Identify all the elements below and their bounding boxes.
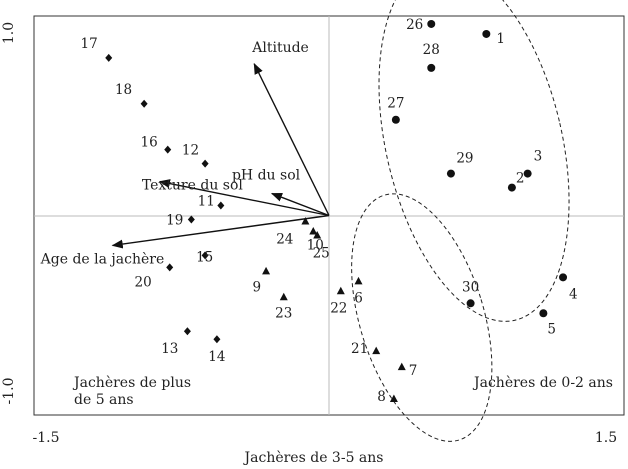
vector-arrow-1 (158, 179, 330, 217)
point-label-10: 10 (307, 237, 324, 253)
point-label-13: 13 (161, 341, 178, 357)
point-label-9: 9 (252, 279, 261, 295)
point-label-20: 20 (135, 274, 152, 290)
point-label-12: 12 (182, 143, 199, 159)
point-marker-23 (279, 292, 288, 301)
point-marker-20 (166, 263, 174, 272)
point-marker-4 (559, 273, 568, 282)
point-label-11: 11 (198, 194, 215, 210)
point-label-24: 24 (276, 231, 293, 247)
group-label-0-2-years: Jachères de 0-2 ans (472, 375, 613, 391)
point-label-25: 25 (313, 245, 330, 261)
point-marker-27 (391, 115, 400, 124)
vector-arrow-3 (111, 214, 330, 249)
vector-label-3: Age de la jachère (40, 251, 165, 267)
point-label-4: 4 (569, 286, 578, 302)
point-label-22: 22 (330, 300, 347, 316)
point-label-28: 28 (423, 42, 440, 58)
point-marker-6 (354, 276, 363, 285)
point-label-18: 18 (115, 82, 132, 98)
group-label-over-5-years-line1: Jachères de plus (72, 375, 191, 391)
point-marker-24 (301, 216, 310, 225)
point-label-14: 14 (208, 349, 225, 365)
point-label-30: 30 (462, 279, 479, 295)
point-marker-8 (389, 394, 398, 403)
point-label-27: 27 (387, 96, 404, 112)
point-label-7: 7 (409, 363, 418, 379)
point-marker-13 (183, 327, 191, 336)
group-ellipse-3-5-years (351, 193, 493, 442)
y-tick-min: -1.0 (1, 378, 17, 405)
x-axis-label: Jachères de 3-5 ans (243, 450, 384, 466)
point-label-6: 6 (354, 290, 363, 306)
point-marker-5 (539, 309, 548, 318)
x-tick-min: -1.5 (33, 430, 60, 446)
point-label-1: 1 (496, 31, 505, 47)
vector-arrow-0 (253, 62, 330, 216)
point-label-8: 8 (377, 389, 386, 405)
point-marker-30 (466, 299, 475, 308)
point-marker-7 (397, 362, 406, 371)
vector-label-0: Altitude (251, 40, 309, 56)
point-marker-11 (217, 201, 225, 210)
point-marker-25 (313, 230, 322, 239)
point-marker-9 (262, 266, 271, 275)
point-label-2: 2 (516, 171, 525, 187)
point-marker-28 (427, 63, 436, 72)
vector-label-2: pH du sol (232, 168, 301, 184)
group-ellipse-0-2-years (378, 0, 570, 322)
point-marker-26 (427, 19, 436, 28)
point-marker-14 (213, 335, 221, 344)
vector-arrow-2 (270, 192, 330, 217)
point-label-19: 19 (166, 212, 183, 228)
point-label-23: 23 (275, 305, 292, 321)
point-label-16: 16 (141, 135, 158, 151)
point-label-26: 26 (406, 17, 423, 33)
point-marker-29 (446, 169, 455, 178)
point-label-5: 5 (547, 321, 556, 337)
point-label-3: 3 (534, 149, 543, 165)
point-label-15: 15 (196, 249, 213, 265)
point-marker-1 (482, 29, 491, 38)
point-marker-12 (201, 159, 209, 168)
point-label-17: 17 (81, 36, 98, 52)
point-marker-21 (372, 346, 381, 355)
group-label-over-5-years-line2: de 5 ans (74, 392, 134, 408)
point-marker-18 (140, 99, 148, 108)
point-marker-16 (164, 145, 172, 154)
y-tick-max: 1.0 (1, 22, 17, 44)
point-marker-2 (507, 183, 516, 192)
x-tick-max: 1.5 (595, 430, 617, 446)
point-marker-15 (201, 251, 209, 260)
point-marker-22 (336, 286, 345, 295)
vector-label-1: Texture du sol (142, 178, 244, 194)
point-marker-3 (523, 169, 532, 178)
point-label-29: 29 (456, 151, 473, 167)
point-marker-10 (309, 226, 318, 235)
point-label-21: 21 (351, 341, 368, 357)
point-marker-17 (105, 53, 113, 62)
point-marker-19 (187, 215, 195, 224)
